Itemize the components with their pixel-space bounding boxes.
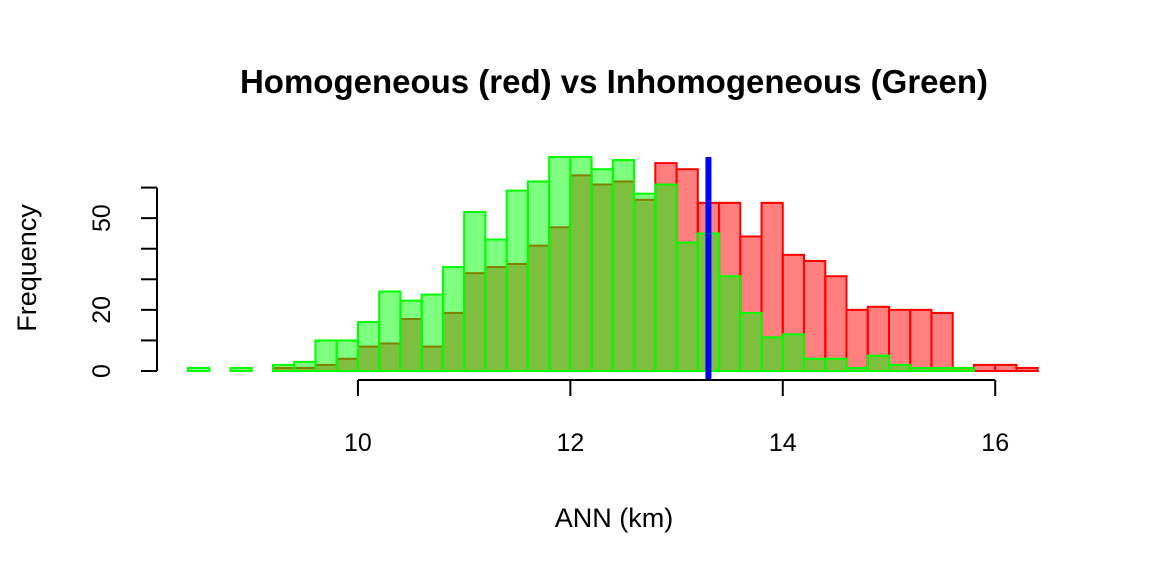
green-bar [611,159,636,372]
y-tick-label: 50 [88,204,116,232]
x-tick-label: 10 [344,429,372,457]
chart-title: Homogeneous (red) vs Inhomogeneous (Gree… [240,63,988,100]
green-bar [229,366,253,373]
x-tick-label: 12 [556,429,584,457]
red-bar [994,363,1018,372]
red-bar [887,308,912,373]
green-bar [760,336,784,372]
green-bar [887,363,912,372]
green-bar [399,299,423,372]
green-series-bars [187,156,975,373]
y-axis-label: Frequency [12,204,42,332]
red-bar [909,308,933,373]
green-bar [718,275,742,373]
green-bar [378,290,402,372]
y-tick-label: 0 [88,364,116,378]
green-bar [548,156,572,372]
red-bar [824,275,848,373]
green-bar [505,189,529,372]
green-bar [930,366,954,373]
green-bar [739,311,763,372]
y-axis: 0 20 50 [88,186,158,378]
green-bar [356,321,381,373]
x-axis-label: ANN (km) [555,503,673,533]
green-bar [314,339,338,372]
red-bar [803,259,827,373]
green-bar [590,168,614,372]
green-bar [781,333,806,373]
green-bar [824,357,848,372]
green-bar [675,241,699,372]
green-bar [633,192,657,372]
green-bar [187,366,211,373]
green-bar [293,360,317,373]
green-bar [526,180,551,372]
x-tick-label: 16 [981,429,1009,457]
green-bar [866,354,890,373]
green-bar [909,366,933,373]
green-bar [463,211,487,372]
green-bar [420,293,444,373]
y-tick-label: 20 [88,296,116,324]
x-tick-label: 14 [769,429,797,457]
red-bar [972,363,997,372]
red-bar [1015,366,1039,373]
red-bar [845,308,869,373]
green-bar [845,366,869,373]
green-bar [441,266,466,372]
green-bar [951,366,975,373]
green-bar [654,183,678,372]
green-bar [569,156,593,372]
green-bar [271,363,296,372]
red-bar [930,311,954,372]
green-bar [803,357,827,372]
x-axis: 10 12 14 16 [344,379,1009,457]
green-bar [335,339,359,372]
green-bar [484,238,508,372]
